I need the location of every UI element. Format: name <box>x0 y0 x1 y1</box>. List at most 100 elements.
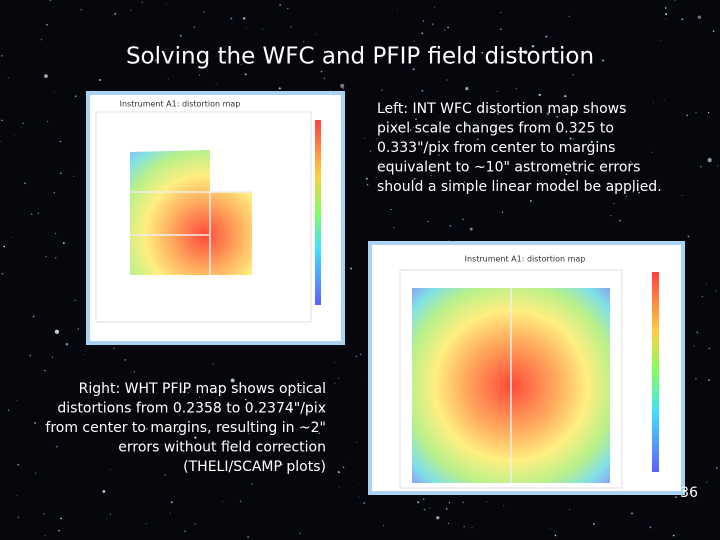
star <box>363 502 365 504</box>
star <box>287 423 289 425</box>
star <box>240 63 242 65</box>
star <box>665 18 667 20</box>
star <box>531 44 535 48</box>
caption-line: errors without field correction <box>118 440 326 456</box>
caption-line: should a simple linear model be applied. <box>377 179 662 195</box>
star <box>462 501 464 504</box>
star <box>54 256 57 259</box>
star <box>44 535 46 537</box>
star <box>665 12 668 15</box>
star <box>687 235 690 238</box>
star <box>410 129 412 131</box>
star <box>415 118 417 120</box>
star <box>448 240 450 241</box>
star <box>323 77 326 80</box>
star <box>447 26 450 29</box>
star <box>412 68 415 71</box>
star <box>564 95 567 98</box>
star <box>165 3 167 5</box>
star <box>565 190 567 192</box>
star <box>16 400 18 402</box>
star <box>607 182 610 184</box>
star <box>422 20 425 22</box>
caption-line: (THELI/SCAMP plots) <box>183 459 326 475</box>
star <box>215 83 217 85</box>
star <box>715 467 718 470</box>
star <box>182 391 185 394</box>
star <box>613 203 615 205</box>
star <box>695 112 697 114</box>
star <box>638 191 640 194</box>
star <box>421 89 424 92</box>
star <box>320 403 322 405</box>
star <box>3 245 6 248</box>
star <box>167 78 169 80</box>
star <box>696 332 698 334</box>
star <box>350 267 353 270</box>
star <box>37 212 40 215</box>
figure-title: Instrument A1: distortion map <box>465 255 586 264</box>
star <box>337 377 339 379</box>
star <box>652 102 654 103</box>
star <box>303 41 305 43</box>
star <box>592 523 595 525</box>
star <box>708 111 710 114</box>
star <box>546 112 550 116</box>
star <box>244 398 247 401</box>
star <box>674 0 676 1</box>
star <box>486 500 488 502</box>
star <box>571 108 573 110</box>
star <box>462 218 464 220</box>
star <box>174 405 176 407</box>
star <box>602 59 605 62</box>
star <box>572 74 574 76</box>
star <box>244 73 247 76</box>
star <box>7 77 9 79</box>
star <box>569 508 571 510</box>
star <box>32 315 35 318</box>
star <box>712 30 715 32</box>
star <box>17 516 20 518</box>
star <box>52 430 54 432</box>
star <box>382 524 385 526</box>
star <box>500 11 502 13</box>
star <box>447 522 449 524</box>
star <box>169 512 171 514</box>
caption-line: from center to margins, resulting in ~2" <box>45 420 326 436</box>
star <box>500 28 502 30</box>
star <box>321 411 323 413</box>
star <box>481 52 483 54</box>
star <box>243 17 246 20</box>
star <box>660 40 662 41</box>
star <box>80 9 82 11</box>
star <box>299 532 301 534</box>
star <box>193 26 195 28</box>
star <box>422 498 425 501</box>
star <box>707 157 712 163</box>
star <box>463 525 465 528</box>
star <box>376 138 377 140</box>
star <box>122 429 125 432</box>
star <box>465 122 468 125</box>
star <box>239 500 242 503</box>
star <box>342 466 345 468</box>
star <box>113 347 115 349</box>
star <box>417 501 420 504</box>
caption-line: equivalent to ~10" astrometric errors <box>377 160 640 176</box>
star <box>356 442 358 444</box>
star <box>209 408 211 410</box>
star <box>631 512 633 515</box>
star <box>448 502 451 504</box>
star <box>318 432 320 434</box>
figure-left: Instrument A1: distortion map <box>86 91 345 345</box>
star <box>565 173 568 176</box>
star <box>337 471 340 474</box>
star <box>393 227 395 228</box>
star <box>375 177 377 179</box>
star <box>109 513 112 515</box>
star <box>436 516 440 520</box>
star <box>364 138 366 139</box>
star <box>58 529 60 532</box>
star <box>587 167 589 169</box>
star <box>550 528 551 530</box>
